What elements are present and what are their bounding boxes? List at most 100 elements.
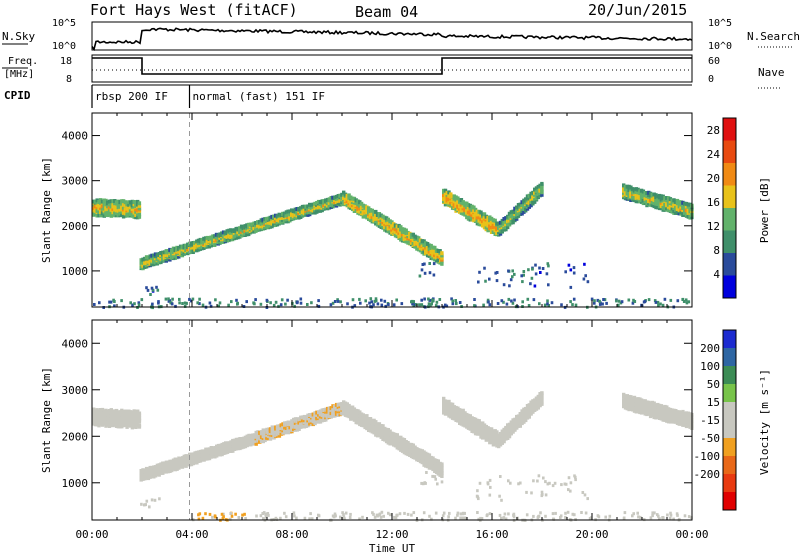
data-cell bbox=[436, 471, 440, 476]
data-cell bbox=[377, 212, 382, 216]
data-cell bbox=[639, 407, 644, 412]
data-cell bbox=[113, 207, 117, 212]
data-cell bbox=[350, 196, 355, 201]
data-cell bbox=[422, 455, 426, 460]
data-cell bbox=[375, 422, 380, 427]
data-cell bbox=[402, 230, 407, 235]
data-cell bbox=[447, 190, 451, 195]
data-cell bbox=[438, 470, 442, 475]
data-cell bbox=[130, 199, 135, 204]
data-cell bbox=[302, 423, 307, 428]
data-cell bbox=[452, 199, 456, 204]
data-cell bbox=[175, 466, 179, 471]
data-cell bbox=[334, 194, 339, 199]
data-cell bbox=[185, 301, 188, 305]
data-cell bbox=[350, 407, 355, 412]
data-cell bbox=[243, 228, 247, 233]
data-cell bbox=[152, 258, 156, 263]
data-cell bbox=[284, 302, 287, 306]
data-cell bbox=[213, 514, 217, 518]
data-cell bbox=[502, 427, 506, 432]
data-cell bbox=[512, 515, 516, 519]
data-cell bbox=[394, 516, 398, 520]
data-cell bbox=[683, 514, 687, 518]
power-colorbar-cell bbox=[723, 185, 736, 208]
data-cell bbox=[202, 453, 206, 458]
data-cell bbox=[444, 303, 447, 307]
data-cell bbox=[290, 210, 294, 215]
data-cell bbox=[352, 409, 357, 414]
data-cell bbox=[534, 272, 538, 276]
data-cell bbox=[433, 460, 437, 465]
data-cell bbox=[491, 218, 496, 223]
data-cell bbox=[274, 425, 278, 430]
data-cell bbox=[137, 201, 142, 206]
data-cell bbox=[456, 409, 460, 414]
data-cell bbox=[400, 236, 405, 241]
data-cell bbox=[406, 230, 410, 235]
data-cell bbox=[291, 209, 296, 213]
data-cell bbox=[378, 512, 382, 516]
data-cell bbox=[420, 250, 424, 255]
data-cell bbox=[513, 417, 517, 422]
data-cell bbox=[477, 431, 481, 436]
data-cell bbox=[688, 209, 692, 214]
data-cell bbox=[627, 184, 631, 189]
data-cell bbox=[120, 299, 123, 303]
velocity-colorbar-cell bbox=[723, 474, 736, 492]
data-cell bbox=[569, 300, 572, 304]
data-cell bbox=[214, 237, 219, 242]
data-cell bbox=[459, 205, 464, 210]
data-cell bbox=[479, 516, 482, 520]
cpid-segment-label: normal (fast) 151 IF bbox=[193, 90, 325, 103]
data-cell bbox=[315, 205, 319, 210]
data-cell bbox=[352, 413, 357, 418]
data-cell bbox=[400, 443, 405, 448]
data-cell bbox=[473, 304, 476, 308]
beam-label: Beam 04 bbox=[355, 3, 418, 21]
data-cell bbox=[254, 430, 258, 435]
data-cell bbox=[641, 399, 646, 404]
freq-tick-top: 18 bbox=[60, 56, 72, 67]
data-cell bbox=[104, 416, 108, 421]
data-cell bbox=[540, 181, 544, 186]
data-cell bbox=[206, 452, 210, 457]
data-cell bbox=[636, 199, 640, 204]
data-cell bbox=[429, 303, 432, 307]
data-cell bbox=[581, 491, 585, 494]
data-cell bbox=[497, 228, 501, 233]
data-cell bbox=[367, 428, 371, 432]
data-cell bbox=[153, 252, 158, 257]
data-cell bbox=[442, 193, 446, 198]
data-cell bbox=[317, 304, 321, 308]
data-cell bbox=[386, 435, 390, 440]
nsearch-label: N.Search bbox=[747, 30, 800, 43]
data-cell bbox=[506, 225, 510, 230]
data-cell bbox=[527, 199, 531, 204]
data-cell bbox=[379, 426, 383, 431]
data-cell bbox=[341, 517, 344, 520]
data-cell bbox=[191, 241, 195, 245]
data-cell bbox=[500, 516, 503, 520]
data-cell bbox=[486, 426, 490, 431]
data-cell bbox=[299, 209, 303, 214]
data-cell bbox=[342, 192, 346, 197]
data-cell bbox=[433, 245, 437, 250]
data-cell bbox=[634, 397, 638, 402]
data-cell bbox=[418, 457, 423, 462]
data-cell bbox=[349, 415, 353, 419]
data-cell bbox=[643, 399, 647, 404]
data-cell bbox=[92, 416, 96, 420]
data-cell bbox=[354, 418, 358, 423]
data-cell bbox=[261, 428, 265, 433]
power-colorbar-cell bbox=[723, 253, 736, 276]
data-cell bbox=[424, 249, 428, 254]
data-cell bbox=[109, 418, 113, 423]
data-cell bbox=[277, 433, 282, 438]
data-cell bbox=[159, 462, 163, 467]
data-cell bbox=[656, 513, 659, 517]
data-cell bbox=[238, 445, 242, 449]
data-cell bbox=[498, 441, 503, 446]
data-cell bbox=[178, 301, 181, 305]
